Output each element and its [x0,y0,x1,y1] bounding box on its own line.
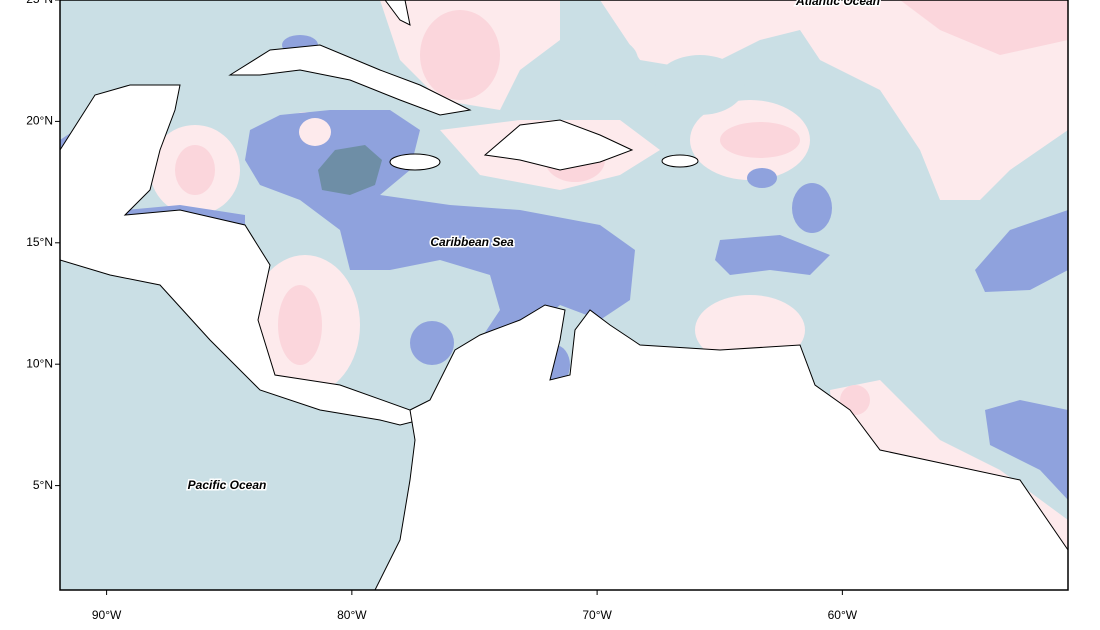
lat-tick-label: 5°N [33,478,53,492]
lat-tick-label: 25°N [26,0,53,6]
lat-tick-label: 10°N [26,356,53,370]
pink-light [299,118,331,146]
map-frame [59,0,1069,591]
south-america [374,304,1068,590]
cuba [228,44,472,116]
lon-tick-label: 90°W [92,608,122,622]
map-area [60,0,1068,590]
central-america [60,84,421,426]
florida [384,0,411,26]
lon-tick-label: 70°W [582,608,612,622]
place-label: Atlantic Ocean [795,0,880,8]
lat-tick-label: 15°N [26,235,53,249]
lon-tick-label: 60°W [828,608,858,622]
puerto-rico [661,154,699,168]
lat-tick-label: 20°N [26,114,53,128]
pink-strong [175,0,1068,415]
blue-dark [318,145,382,195]
jamaica [389,153,441,171]
sea-field-patch [562,35,745,115]
hispaniola [483,119,634,171]
lon-tick-label: 80°W [337,608,367,622]
place-label: Pacific Ocean [188,478,267,492]
place-label: Caribbean Sea [430,235,514,249]
